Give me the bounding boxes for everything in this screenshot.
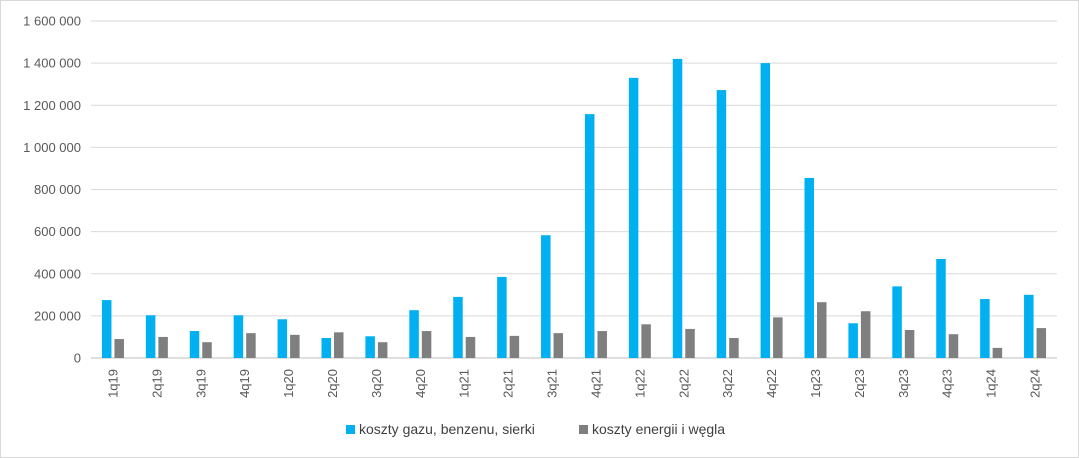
legend-swatch-energy xyxy=(579,425,588,434)
gridlines xyxy=(91,20,1057,359)
bars xyxy=(101,58,1047,359)
bar-gas-4q20 xyxy=(409,310,419,358)
legend: koszty gazu, benzenu, sierki koszty ener… xyxy=(346,421,725,437)
x-tick-label: 2q24 xyxy=(1028,369,1043,398)
legend-label-energy: koszty energii i węgla xyxy=(592,421,725,437)
bar-energy-1q20 xyxy=(290,334,300,358)
y-tick-label: 600 000 xyxy=(34,224,81,239)
x-tick-label: 3q21 xyxy=(545,369,560,398)
bar-energy-4q21 xyxy=(597,331,607,358)
bar-gas-1q21 xyxy=(453,296,463,358)
bar-energy-1q23 xyxy=(817,302,827,358)
bar-gas-2q24 xyxy=(1024,294,1034,358)
bar-gas-1q22 xyxy=(628,77,639,359)
bar-gas-3q21 xyxy=(541,235,551,358)
legend-label-gas: koszty gazu, benzenu, sierki xyxy=(359,421,535,437)
bar-energy-1q19 xyxy=(114,339,124,358)
y-tick-label: 1 200 000 xyxy=(23,98,81,113)
x-tick-label: 1q23 xyxy=(808,369,823,398)
y-tick-label: 800 000 xyxy=(34,182,81,197)
bar-gas-2q19 xyxy=(145,315,156,358)
y-tick-label: 0 xyxy=(74,351,81,366)
y-axis: 0 200 000 400 000 600 000 800 000 1 000 000 1 … xyxy=(23,14,81,366)
bar-gas-3q19 xyxy=(189,331,200,358)
y-tick-label: 1 400 000 xyxy=(23,56,81,71)
bar-gas-2q21 xyxy=(497,276,507,358)
x-tick-label: 3q20 xyxy=(369,369,384,398)
x-tick-label: 1q24 xyxy=(984,369,999,398)
x-tick-label: 2q19 xyxy=(149,369,164,398)
bar-gas-1q20 xyxy=(277,319,288,358)
bar-energy-1q21 xyxy=(465,336,476,358)
bar-energy-2q22 xyxy=(685,328,695,358)
bar-energy-2q20 xyxy=(334,332,344,358)
bar-energy-2q24 xyxy=(1036,328,1047,358)
bar-gas-4q22 xyxy=(760,63,771,358)
x-tick-label: 3q22 xyxy=(720,369,735,398)
bar-gas-1q23 xyxy=(804,177,814,358)
bar-gas-1q24 xyxy=(980,299,990,358)
bar-energy-4q20 xyxy=(421,331,432,358)
bar-energy-2q19 xyxy=(158,336,168,358)
y-tick-label: 200 000 xyxy=(34,308,81,323)
x-tick-label: 4q20 xyxy=(413,369,428,398)
bar-energy-4q19 xyxy=(246,333,256,358)
bar-energy-2q21 xyxy=(509,335,520,358)
y-tick-label: 400 000 xyxy=(34,266,81,281)
x-tick-label: 1q19 xyxy=(105,369,120,398)
x-tick-label: 2q20 xyxy=(325,369,340,398)
x-tick-label: 1q21 xyxy=(457,369,472,398)
bar-gas-3q23 xyxy=(892,286,902,358)
x-tick-label: 1q22 xyxy=(632,369,647,398)
bar-energy-3q19 xyxy=(202,342,212,358)
x-tick-label: 2q23 xyxy=(852,369,867,398)
bar-energy-2q23 xyxy=(860,311,871,358)
x-tick-label: 2q22 xyxy=(676,369,691,398)
bar-gas-3q22 xyxy=(716,90,727,359)
bar-gas-2q22 xyxy=(672,58,683,358)
x-tick-label: 2q21 xyxy=(501,369,516,398)
legend-swatch-gas xyxy=(346,425,355,434)
bar-gas-3q20 xyxy=(365,336,375,358)
x-tick-label: 4q23 xyxy=(940,369,955,398)
x-tick-label: 3q19 xyxy=(193,369,208,398)
x-tick-label: 4q19 xyxy=(237,369,252,398)
bar-energy-3q20 xyxy=(377,342,388,358)
x-tick-label: 3q23 xyxy=(896,369,911,398)
bar-gas-2q23 xyxy=(848,323,858,358)
bar-gas-2q20 xyxy=(321,337,331,358)
bar-gas-4q21 xyxy=(584,114,595,358)
bar-energy-4q23 xyxy=(948,334,959,358)
bar-energy-3q21 xyxy=(553,333,564,358)
bar-energy-3q22 xyxy=(729,337,739,358)
x-tick-label: 1q20 xyxy=(281,369,296,398)
bar-energy-3q23 xyxy=(904,329,915,358)
y-tick-label: 1 000 000 xyxy=(23,140,81,155)
bar-gas-4q23 xyxy=(936,259,946,358)
x-tick-label: 4q22 xyxy=(764,369,779,398)
bar-energy-1q22 xyxy=(641,324,651,358)
bar-gas-4q19 xyxy=(233,315,244,358)
bar-energy-1q24 xyxy=(992,347,1003,358)
bar-gas-1q19 xyxy=(101,300,112,358)
x-tick-label: 4q21 xyxy=(588,369,603,398)
y-tick-label: 1 600 000 xyxy=(23,14,81,29)
x-axis: 1q19 2q19 3q19 4q19 1q20 2q20 3q20 4q20 1q21 2q21… xyxy=(105,369,1042,398)
bar-energy-4q22 xyxy=(773,317,783,358)
